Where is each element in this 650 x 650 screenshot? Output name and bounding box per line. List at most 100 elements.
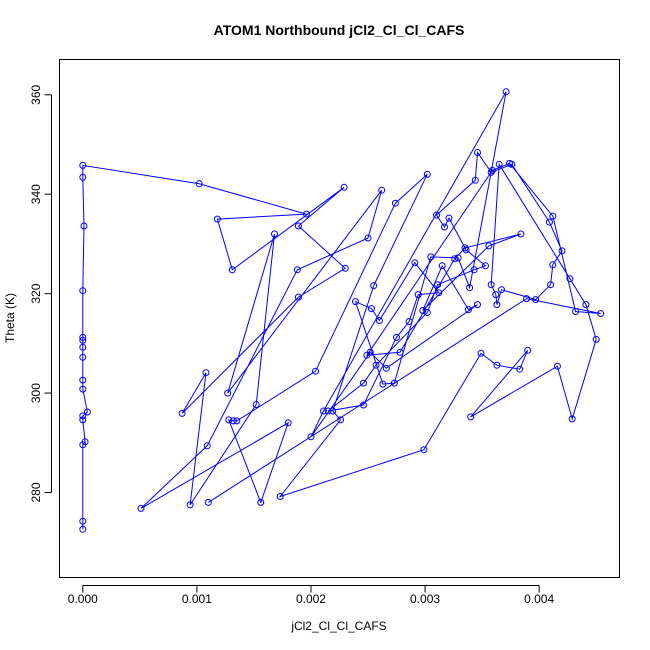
data-point [276, 493, 284, 500]
data-point [79, 385, 87, 393]
data-point [438, 262, 446, 270]
data-point [566, 275, 574, 283]
y-tick-label: 280 [29, 482, 43, 502]
data-point [454, 254, 462, 262]
data-point [523, 295, 531, 303]
data-point [451, 255, 459, 263]
data-point [592, 335, 600, 343]
data-point [79, 517, 87, 525]
plot-frame [59, 59, 620, 578]
data-point [79, 525, 87, 533]
y-tick-label: 300 [29, 383, 43, 403]
data-point [474, 149, 481, 156]
data-point [498, 286, 505, 294]
data-point [79, 376, 87, 384]
chart-title: ATOM1 Northbound jCl2_Cl_Cl_CAFS [214, 22, 465, 38]
data-point [79, 336, 87, 344]
data-point [284, 419, 292, 427]
data-point [467, 413, 475, 421]
data-point [324, 407, 332, 415]
data-point [414, 291, 422, 299]
data-point [257, 498, 265, 506]
data-point [405, 318, 413, 325]
data-point [423, 170, 431, 178]
data-point [228, 266, 236, 274]
data-point [271, 230, 278, 238]
data-point [79, 287, 87, 295]
data-point [487, 168, 495, 176]
data-point [427, 253, 435, 261]
data-point [186, 501, 194, 509]
data-point [461, 244, 469, 252]
data-point [81, 438, 89, 446]
data-point [532, 296, 540, 304]
data-point [568, 415, 576, 423]
data-point [372, 361, 380, 369]
data-point [582, 301, 590, 309]
data-point [445, 214, 453, 222]
data-point [79, 416, 87, 424]
data-point [367, 305, 375, 313]
x-axis: 0.000 0.001 0.002 0.003 0.004 [68, 585, 554, 606]
y-axis-label: Theta (K) [3, 293, 17, 343]
data-point [302, 210, 310, 218]
data-point [79, 333, 87, 341]
x-tick-label: 0.002 [296, 592, 326, 606]
data-point [364, 234, 372, 242]
x-tick-label: 0.004 [524, 592, 554, 606]
series-layer [79, 88, 605, 533]
data-point [464, 306, 472, 314]
series-line [82, 91, 601, 530]
data-point [419, 307, 427, 314]
data-point [375, 317, 383, 324]
data-point [433, 211, 440, 219]
data-point [488, 166, 496, 174]
data-point [434, 281, 442, 289]
data-point [524, 346, 532, 354]
y-tick-label: 340 [29, 184, 43, 204]
data-point [204, 498, 212, 506]
data-point [360, 401, 367, 409]
data-point [441, 223, 448, 231]
y-tick-label: 320 [29, 283, 43, 303]
data-point [195, 180, 203, 188]
y-axis: 280 300 320 340 360 [29, 84, 52, 503]
data-point [547, 281, 555, 289]
data-point [516, 365, 524, 373]
data-point [83, 408, 91, 416]
data-point [477, 349, 485, 357]
data-point [382, 364, 390, 372]
data-point [485, 242, 493, 250]
data-point [378, 186, 386, 194]
data-point [474, 301, 481, 309]
data-point [396, 348, 404, 356]
data-point [225, 416, 233, 424]
data-point [558, 247, 566, 255]
data-point [506, 159, 513, 167]
data-point [363, 351, 371, 359]
data-point [320, 407, 327, 415]
data-point [293, 266, 301, 274]
data-point [435, 289, 443, 297]
data-point [294, 293, 302, 301]
data-point [466, 284, 474, 292]
data-point [487, 281, 495, 289]
data-point [137, 504, 145, 512]
data-point [493, 301, 501, 309]
data-point [312, 367, 319, 375]
data-point [229, 417, 237, 425]
data-point [597, 310, 605, 317]
data-point [423, 309, 431, 316]
data-point [492, 291, 500, 299]
data-point [79, 161, 87, 169]
data-point [572, 308, 580, 315]
y-tick-label: 360 [29, 84, 43, 104]
data-point [79, 412, 87, 420]
data-point [203, 442, 211, 450]
data-point [252, 401, 260, 408]
data-point [390, 379, 398, 387]
data-point [549, 261, 557, 269]
data-point [411, 259, 419, 267]
data-point [471, 176, 479, 184]
data-point [482, 262, 489, 270]
